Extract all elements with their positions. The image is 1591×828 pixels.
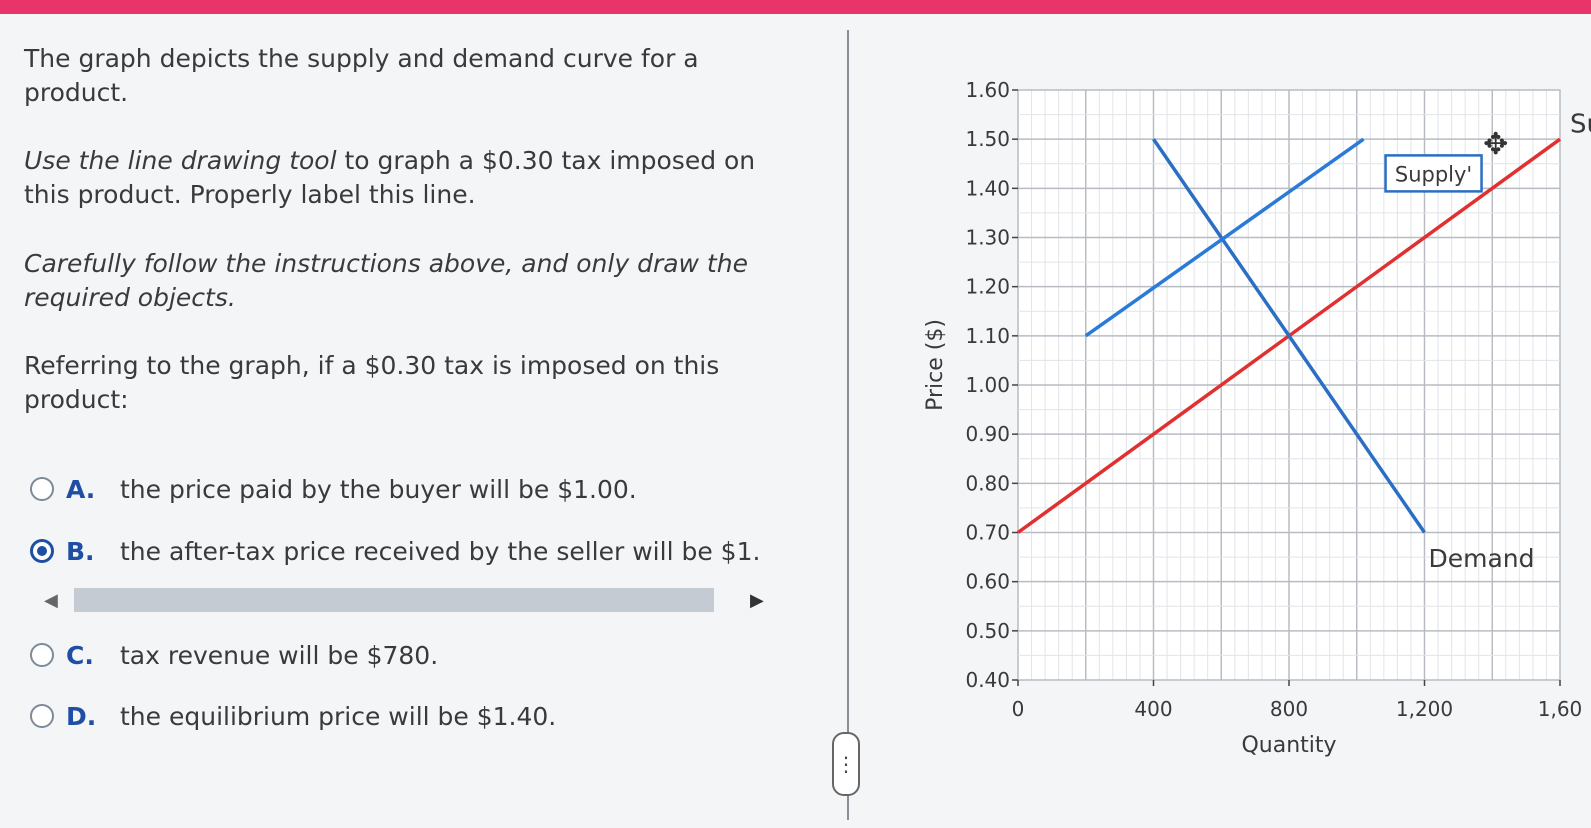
y-tick-label: 1.00 [965, 373, 1010, 397]
option-a-letter: A. [66, 474, 96, 504]
y-tick-label: 1.20 [965, 275, 1010, 299]
y-tick-label: 1.60 [965, 78, 1010, 102]
y-tick-label: 0.90 [965, 422, 1010, 446]
x-tick-label: 800 [1270, 697, 1308, 721]
option-a-text: the price paid by the buyer will be $1.0… [120, 474, 637, 504]
move-icon[interactable]: ✥ [1483, 127, 1508, 162]
y-tick-label: 0.80 [965, 471, 1010, 495]
option-d-letter: D. [66, 701, 97, 731]
option-c-letter: C. [66, 640, 94, 670]
y-tick-label: 0.50 [965, 619, 1010, 643]
option-b-text: the after-tax price received by the sell… [120, 536, 761, 566]
option-d[interactable]: D. the equilibrium price will be $1.40. [30, 696, 556, 736]
option-c-text: tax revenue will be $780. [120, 640, 439, 670]
option-c-radio[interactable] [30, 643, 54, 667]
top-banner [0, 0, 1591, 14]
x-axis-label: Quantity [1241, 733, 1336, 758]
scrollbar-thumb[interactable] [74, 588, 714, 612]
y-tick-label: 1.40 [965, 176, 1010, 200]
demand-line[interactable] [1152, 138, 1426, 534]
option-b-letter: B. [66, 536, 95, 566]
scroll-right-icon[interactable]: ▶ [750, 590, 764, 611]
instruction-text: Carefully follow the instructions above,… [24, 249, 748, 312]
panel-divider [847, 30, 849, 820]
y-tick-label: 0.40 [965, 668, 1010, 692]
y-axis-label: Price ($) [923, 319, 948, 411]
option-d-text: the equilibrium price will be $1.40. [120, 701, 557, 731]
supply-prime-label[interactable]: Supply' [1395, 162, 1472, 186]
supply-curve-label: Sup [1570, 109, 1591, 139]
x-tick-label: 400 [1134, 697, 1172, 721]
option-c[interactable]: C. tax revenue will be $780. [30, 635, 438, 675]
question-paragraph-2-rest: to graph a $0.30 tax imposed on this pro… [24, 146, 756, 209]
question-paragraph-2: Use the line drawing tool to graph a $0.… [24, 144, 794, 212]
x-tick-label: 0 [1012, 697, 1025, 721]
option-b-radio[interactable] [30, 539, 54, 563]
option-b[interactable]: B. the after-tax price received by the s… [30, 531, 760, 571]
option-a[interactable]: A. the price paid by the buyer will be $… [30, 469, 637, 509]
option-a-radio[interactable] [30, 477, 54, 501]
horizontal-scrollbar[interactable]: ◀ ▶ [44, 588, 774, 612]
x-tick-label: 1,60 [1538, 697, 1583, 721]
y-tick-label: 0.60 [965, 570, 1010, 594]
demand-curve-label: Demand [1429, 544, 1535, 573]
y-tick-label: 1.10 [965, 324, 1010, 348]
question-paragraph-4: Referring to the graph, if a $0.30 tax i… [24, 351, 720, 414]
supply-prime-label-box[interactable] [1384, 154, 1483, 193]
panel-resize-handle[interactable]: ⋮ [832, 732, 860, 796]
supply-prime-line[interactable] [1084, 137, 1365, 338]
supply-demand-graph[interactable]: 0.40 0.50 0.60 0.70 0.80 0.90 1.00 1.10 1.20 1.30… [900, 70, 1591, 770]
y-tick-label: 1.30 [965, 226, 1010, 250]
y-tick-label: 0.70 [965, 521, 1010, 545]
y-tick-label: 1.50 [965, 127, 1010, 151]
question-paragraph-3: Carefully follow the instructions above,… [24, 247, 804, 315]
line-tool-text: Use the line drawing tool [24, 146, 337, 175]
option-d-radio[interactable] [30, 704, 54, 728]
x-tick-label: 1,200 [1396, 697, 1453, 721]
question-paragraph-1: The graph depicts the supply and demand … [24, 44, 699, 107]
scroll-left-icon[interactable]: ◀ [44, 590, 58, 611]
